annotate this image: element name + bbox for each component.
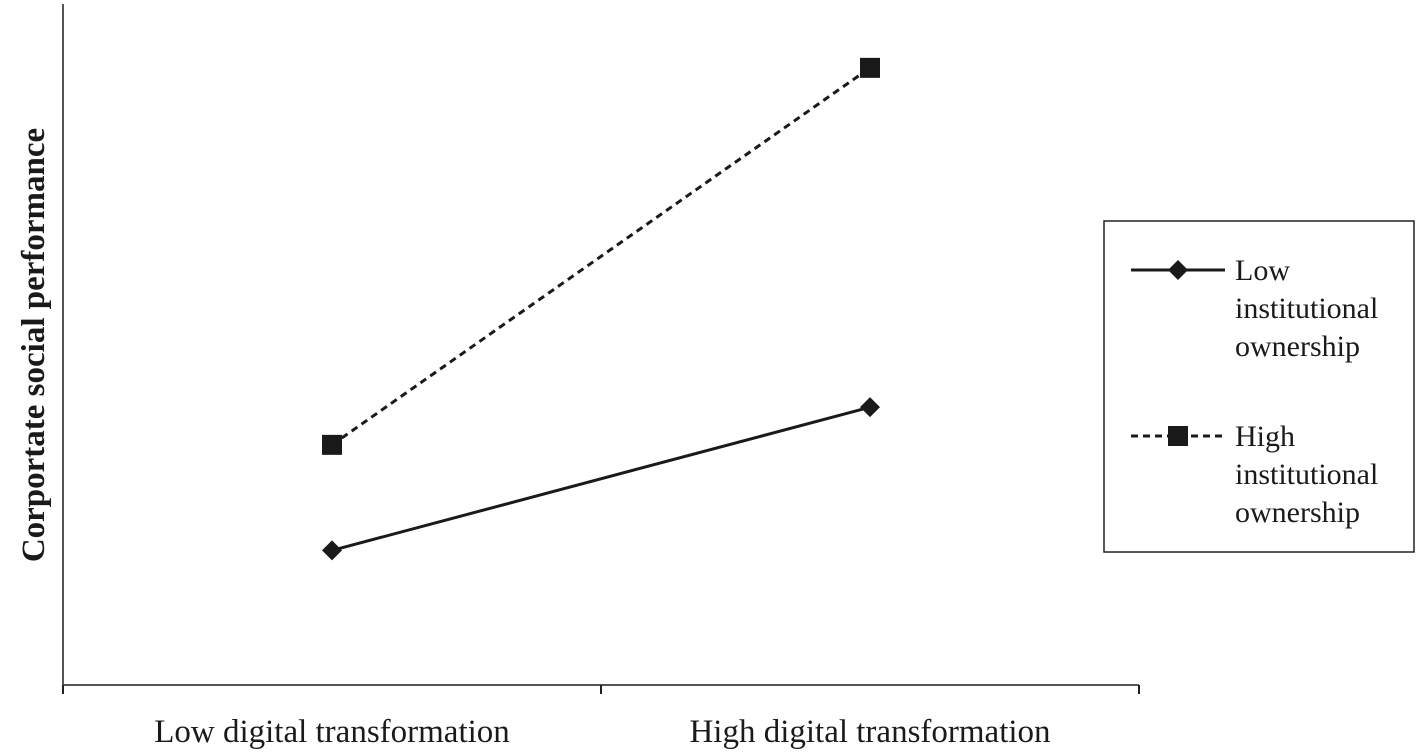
x-axis-category-label: High digital transformation [689,714,1050,750]
series-1 [322,397,880,561]
plot-area: Low digital transformation High digital t… [62,4,1140,750]
series-line [331,66,871,447]
legend-box [1103,220,1415,553]
x-axis-category-label: Low digital transformation [154,714,510,750]
data-point-diamond [322,540,342,561]
series-line [331,405,871,552]
data-point-diamond [860,397,880,418]
x-axis-category-labels: Low digital transformation High digital t… [154,714,1050,750]
legend-entry: High institutional ownership [1131,420,1378,529]
y-axis-label: Corportate social performance [16,128,52,562]
series-layer [322,57,880,561]
legend-items: Low institutional ownership High institution… [1131,254,1378,529]
legend-label: Low institutional ownership [1235,254,1378,363]
data-point-diamond [1168,260,1188,280]
legend-entry: Low institutional ownership [1131,254,1378,363]
legend-label: High institutional ownership [1235,420,1378,529]
data-point-square [322,434,342,455]
legend: Low institutional ownership High institution… [1103,220,1415,553]
series-2 [322,57,880,455]
data-point-square [860,57,880,78]
x-axis-ticks [62,685,1140,694]
data-point-square [1168,426,1188,446]
